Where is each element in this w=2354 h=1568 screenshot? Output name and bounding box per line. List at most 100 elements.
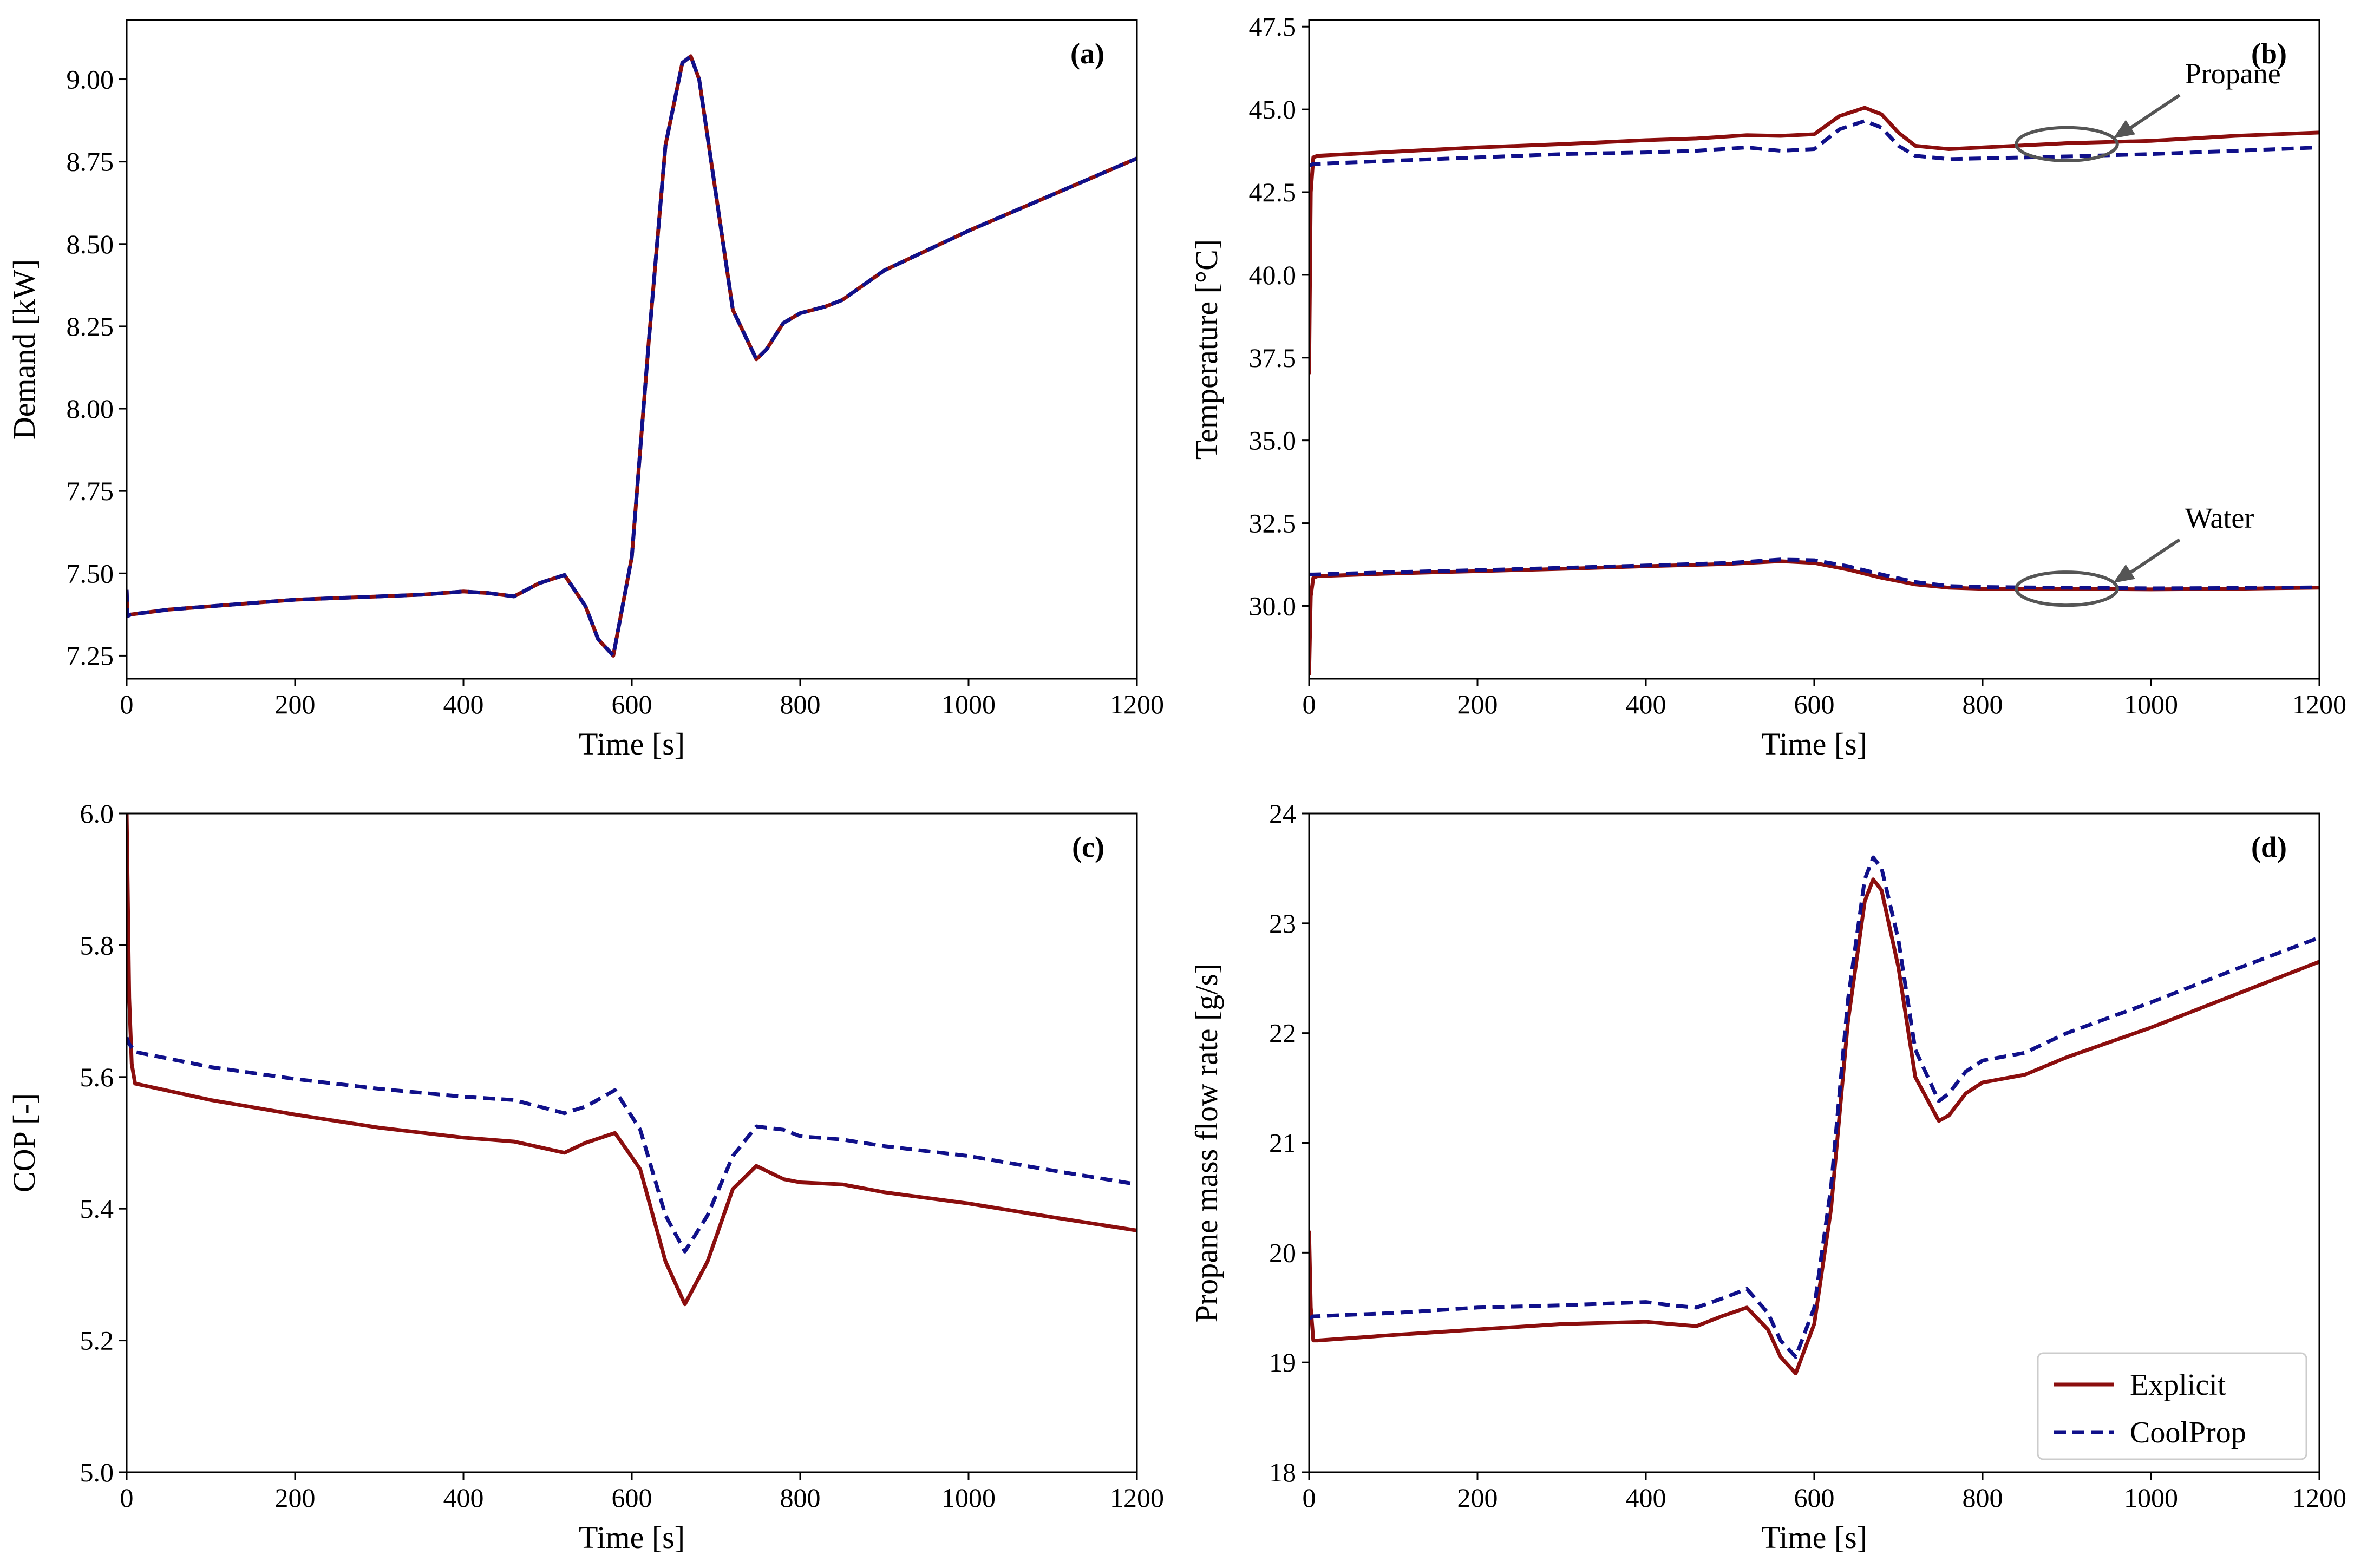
y-tick-label: 20 — [1269, 1237, 1296, 1268]
y-tick-label: 24 — [1269, 798, 1296, 829]
x-tick-label: 600 — [612, 689, 652, 719]
x-axis-label: Time [s] — [1761, 726, 1867, 762]
series-line-coolprop — [1309, 855, 2319, 1359]
y-tick-label: 9.00 — [67, 64, 114, 95]
x-axis-label: Time [s] — [579, 726, 685, 762]
legend-box — [2037, 1352, 2307, 1460]
x-tick-label: 1000 — [2124, 689, 2178, 719]
series-group — [1309, 106, 2319, 675]
plot-frame — [126, 19, 1138, 680]
y-tick-label: 37.5 — [1249, 343, 1297, 373]
y-tick-label: 32.5 — [1249, 508, 1297, 539]
panel-d-mass-flow-chart: 0 200 400 600 800 1000 1200 18 19 20 21 22 23 24 Time … — [1189, 798, 2346, 1555]
y-tick-label: 5.2 — [80, 1326, 114, 1356]
x-tick-label: 1200 — [1110, 689, 1164, 719]
series-line-explicit — [1309, 877, 2319, 1375]
y-tick-label: 7.75 — [67, 476, 114, 506]
y-tick-label: 8.50 — [67, 229, 114, 259]
x-axis-label: Time [s] — [579, 1520, 685, 1555]
y-tick-label: 23 — [1269, 908, 1296, 939]
panel-a-demand-chart: 0 200 400 600 800 1000 1200 7.25 7.50 7.75 8.00 8.2… — [6, 19, 1164, 762]
x-tick-label: 1000 — [2124, 1482, 2178, 1513]
series-line-explicit-water — [1309, 559, 2319, 675]
panel-label: (a) — [1070, 37, 1104, 70]
x-tick-label: 800 — [780, 689, 821, 719]
series-line-explicit — [127, 54, 1137, 658]
y-tick-label: 5.6 — [80, 1062, 114, 1092]
x-tick-label: 600 — [1794, 1482, 1835, 1513]
series-line-explicit-propane — [1309, 106, 2319, 375]
y-tick-label: 18 — [1269, 1457, 1296, 1487]
x-tick-label: 600 — [612, 1482, 652, 1513]
x-tick-label: 1200 — [2292, 689, 2346, 719]
legend: Explicit CoolProp — [2037, 1352, 2307, 1460]
y-tick-label: 35.0 — [1249, 425, 1297, 456]
y-tick-label: 7.25 — [67, 640, 114, 671]
y-tick-label: 6.0 — [80, 798, 114, 829]
plot-frame — [126, 812, 1138, 1473]
x-tick-label: 400 — [443, 689, 484, 719]
x-tick-label: 200 — [275, 689, 316, 719]
x-tick-label: 200 — [1457, 689, 1498, 719]
x-tick-label: 0 — [120, 689, 134, 719]
series-line-coolprop — [127, 1036, 1137, 1254]
y-tick-label: 21 — [1269, 1128, 1296, 1158]
panel-label: (d) — [2251, 831, 2287, 863]
annotation-label: Water — [2185, 502, 2254, 534]
legend-label-explicit: Explicit — [2130, 1368, 2226, 1402]
x-tick-label: 600 — [1794, 689, 1835, 719]
x-tick-label: 400 — [1626, 689, 1666, 719]
annotation-label: Propane — [2185, 57, 2281, 90]
series-line-coolprop-propane — [1309, 119, 2319, 168]
y-tick-label: 5.4 — [80, 1193, 114, 1224]
annotation-ellipse — [2015, 570, 2119, 607]
y-tick-label: 19 — [1269, 1347, 1296, 1377]
series-group — [1309, 855, 2319, 1375]
x-tick-label: 800 — [1963, 689, 2003, 719]
x-tick-label: 1200 — [2292, 1482, 2346, 1513]
x-tick-label: 1000 — [941, 689, 996, 719]
annotation-propane: Propane — [2015, 57, 2281, 162]
series-line-explicit — [127, 813, 1137, 1307]
y-tick-label: 8.25 — [67, 311, 114, 342]
x-tick-label: 1200 — [1110, 1482, 1164, 1513]
y-tick-label: 45.0 — [1249, 94, 1297, 124]
annotation-arrow-head — [2113, 564, 2135, 583]
y-tick-label: 5.8 — [80, 930, 114, 960]
panel-c-cop-chart: 0 200 400 600 800 1000 1200 5.0 5.2 5.4 5.6 5.8 6.0 T… — [6, 798, 1164, 1555]
x-tick-label: 1000 — [941, 1482, 996, 1513]
y-tick-label: 5.0 — [80, 1457, 114, 1487]
annotation-water: Water — [2015, 502, 2254, 607]
annotation-arrow-head — [2113, 120, 2135, 139]
y-axis-label: Demand [kW] — [6, 259, 42, 439]
y-tick-label: 40.0 — [1249, 260, 1297, 290]
y-tick-label: 22 — [1269, 1018, 1296, 1048]
y-axis-label: Propane mass flow rate [g/s] — [1189, 963, 1224, 1323]
x-tick-label: 200 — [275, 1482, 316, 1513]
series-line-coolprop-water — [1309, 557, 2319, 591]
x-tick-label: 800 — [780, 1482, 821, 1513]
legend-label-coolprop: CoolProp — [2130, 1416, 2246, 1449]
x-tick-label: 0 — [120, 1482, 134, 1513]
y-tick-label: 7.50 — [67, 558, 114, 588]
x-tick-label: 0 — [1303, 689, 1316, 719]
x-axis-label: Time [s] — [1761, 1520, 1867, 1555]
y-tick-label: 47.5 — [1249, 11, 1297, 42]
annotation-ellipse — [2015, 126, 2119, 162]
y-tick-label: 30.0 — [1249, 591, 1297, 621]
y-tick-label: 8.75 — [67, 147, 114, 177]
x-tick-label: 400 — [1626, 1482, 1666, 1513]
y-tick-label: 8.00 — [67, 393, 114, 424]
x-tick-label: 400 — [443, 1482, 484, 1513]
panel-label: (b) — [2251, 37, 2287, 70]
y-axis-label: Temperature [°C] — [1189, 239, 1224, 460]
series-group — [127, 813, 1137, 1307]
y-axis-label: COP [-] — [6, 1093, 42, 1192]
series-group — [127, 54, 1137, 658]
plot-frame — [1308, 19, 2320, 680]
panel-b-temperature-chart: 0 200 400 600 800 1000 1200 30.0 32.5 35.0 37.5 40.… — [1189, 11, 2346, 762]
x-tick-label: 0 — [1303, 1482, 1316, 1513]
panel-label: (c) — [1072, 831, 1104, 863]
x-tick-label: 800 — [1963, 1482, 2003, 1513]
